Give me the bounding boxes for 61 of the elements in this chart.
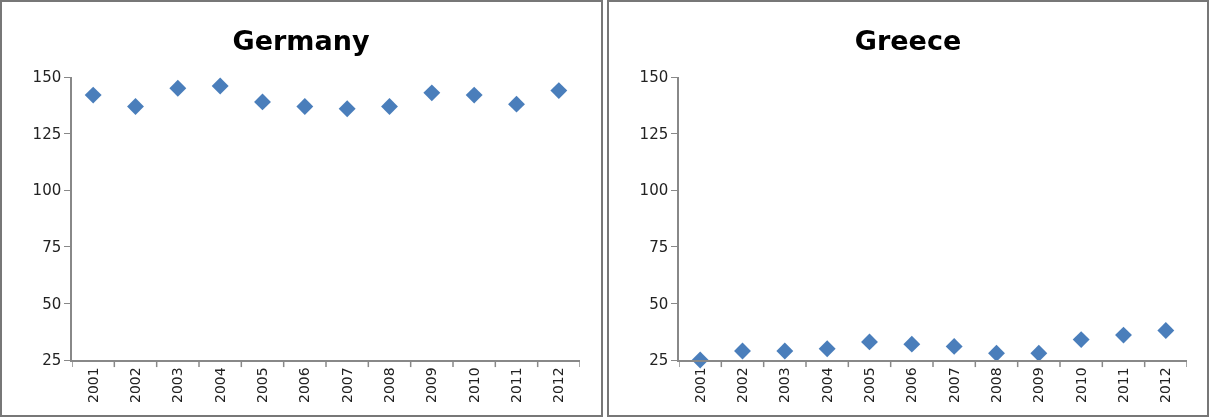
y-tick-label: 150: [32, 68, 62, 87]
point: [296, 97, 314, 115]
x-tick-label: 2009: [423, 367, 440, 403]
point: [775, 342, 793, 360]
x-tick-label: 2006: [296, 367, 313, 403]
point: [1029, 344, 1047, 362]
x-tick-label: 2002: [127, 367, 144, 403]
x-tick-label: 2001: [84, 367, 101, 403]
x-tick-label: 2011: [1114, 367, 1131, 403]
point: [550, 82, 568, 100]
x-tick-label: 2011: [508, 367, 525, 403]
x-tick-label: 2007: [945, 367, 962, 403]
x-tick-label: 2008: [381, 367, 398, 403]
point: [211, 77, 229, 95]
point: [508, 95, 525, 113]
y-tick-label: 100: [639, 181, 668, 200]
y-tick-label: 75: [648, 238, 668, 257]
point: [127, 97, 144, 115]
x-tick-label: 2007: [338, 367, 355, 403]
point: [465, 86, 483, 104]
point: [423, 84, 441, 102]
y-tick-label: 125: [32, 124, 62, 143]
y-tick-label: 150: [639, 68, 668, 87]
y-tick-label: 50: [42, 294, 62, 313]
x-tick-label: 2012: [1156, 367, 1173, 403]
point: [84, 86, 102, 104]
x-tick-label: 2004: [818, 367, 835, 403]
point: [818, 340, 836, 358]
point: [733, 342, 751, 360]
x-tick-label: 2009: [1029, 367, 1046, 403]
point: [987, 344, 1005, 362]
point: [945, 337, 963, 355]
x-tick-label: 2003: [169, 367, 186, 403]
y-tick-label: 75: [42, 238, 62, 257]
x-tick-label: 2005: [860, 367, 877, 403]
chart-title: Greece: [854, 24, 961, 56]
x-tick-label: 2008: [987, 367, 1004, 403]
y-tick-label: 50: [648, 294, 668, 313]
point: [1114, 326, 1132, 344]
x-tick-label: 2004: [211, 367, 228, 403]
point: [381, 97, 398, 115]
x-tick-label: 2003: [775, 367, 792, 403]
x-tick-label: 2010: [1072, 367, 1089, 403]
point: [338, 100, 356, 118]
point: [860, 333, 878, 351]
point: [1156, 322, 1174, 340]
x-tick-label: 2010: [465, 367, 482, 403]
point: [254, 93, 271, 111]
chart-title: Germany: [232, 24, 370, 56]
y-tick-label: 125: [639, 124, 668, 143]
y-tick-label: 25: [648, 351, 668, 370]
point: [902, 335, 920, 353]
point: [169, 79, 187, 97]
x-tick-label: 2006: [902, 367, 919, 403]
x-tick-label: 2002: [733, 367, 750, 403]
x-tick-label: 2012: [550, 367, 567, 403]
x-tick-label: 2001: [691, 367, 708, 403]
y-tick-label: 100: [32, 181, 62, 200]
point: [1072, 331, 1090, 349]
x-tick-label: 2005: [254, 367, 271, 403]
y-tick-label: 25: [42, 351, 62, 370]
